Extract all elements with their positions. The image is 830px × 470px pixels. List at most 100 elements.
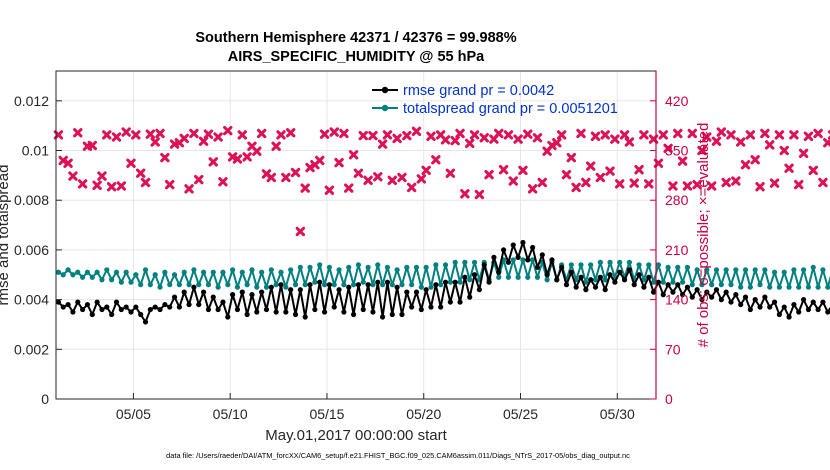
rmse-point [636, 272, 642, 278]
totalspread-point [176, 282, 182, 288]
rmse-point [471, 272, 478, 278]
obs-evaluated-marker [600, 130, 610, 140]
totalspread-point [113, 269, 120, 275]
rmse-point [442, 279, 449, 285]
totalspread-point [452, 259, 458, 265]
rmse-point [375, 279, 381, 285]
totalspread-point [142, 267, 149, 273]
obs-evaluated-marker [818, 177, 828, 188]
totalspread-point [626, 259, 632, 265]
obs-evaluated-marker [605, 166, 615, 176]
rmse-point [568, 269, 574, 275]
rmse-point [694, 287, 700, 293]
rmse-point [220, 299, 226, 305]
rmse-point [292, 311, 299, 318]
obs-evaluated-marker [552, 138, 562, 148]
rmse-point [810, 299, 816, 305]
obs-evaluated-marker [687, 128, 697, 139]
rmse-point [152, 304, 158, 310]
totalspread-point [239, 269, 245, 275]
rmse-point [210, 294, 216, 300]
obs-evaluated-marker [523, 129, 533, 139]
totalspread-point [278, 269, 284, 275]
obs-evaluated-marker [765, 140, 775, 150]
rmse-point [670, 289, 676, 295]
totalspread-point [796, 284, 802, 290]
rmse-point [738, 301, 744, 308]
rmse-point [476, 287, 482, 293]
rmse-point [800, 297, 807, 303]
obs-evaluated-marker [411, 126, 422, 137]
obs-evaluated-marker [213, 132, 223, 142]
rmse-point [312, 306, 318, 313]
obs-evaluated-marker [440, 135, 451, 145]
obs-evaluated-marker [513, 134, 523, 144]
obs-evaluated-marker [339, 128, 349, 139]
rmse-point [505, 259, 512, 265]
obs-evaluated-marker [556, 130, 567, 140]
rmse-point [234, 306, 241, 313]
rmse-point [404, 289, 410, 295]
totalspread-point [399, 282, 405, 288]
rmse-point [588, 277, 594, 283]
rmse-point [650, 289, 657, 295]
totalspread-point [805, 284, 812, 290]
obs-evaluated-marker [382, 130, 393, 140]
obs-evaluated-marker [281, 172, 291, 183]
totalspread-point [510, 257, 516, 263]
obs-evaluated-marker [392, 133, 402, 144]
obs-evaluated-marker [673, 128, 683, 139]
rmse-point [728, 299, 734, 305]
totalspread-point [384, 264, 391, 270]
totalspread-point [592, 277, 599, 283]
totalspread-point [341, 282, 347, 288]
totalspread-point [520, 257, 526, 263]
legend: rmse grand pr = 0.0042 totalspread grand… [372, 83, 618, 117]
totalspread-point [820, 267, 826, 273]
rmse-point [423, 287, 429, 293]
totalspread-point [815, 284, 821, 290]
y-tick-label-left: 0.012 [14, 93, 49, 109]
series-layer [53, 125, 830, 325]
rmse-point [109, 311, 115, 318]
y-tick-label-left: 0.002 [14, 341, 49, 357]
obs-evaluated-marker [295, 226, 306, 237]
rmse-point [409, 304, 415, 310]
totalspread-point [186, 282, 192, 288]
obs-evaluated-marker [97, 171, 107, 181]
rmse-point [771, 299, 778, 305]
totalspread-point [665, 264, 671, 270]
totalspread-point [757, 282, 763, 288]
rmse-point [60, 304, 66, 310]
rmse-point [428, 304, 434, 310]
obs-evaluated-marker [494, 128, 504, 139]
totalspread-point [718, 282, 724, 288]
totalspread-point [283, 284, 289, 290]
chart-title-line1: Southern Hemisphere 42371 / 42376 = 99.9… [195, 30, 516, 46]
rmse-point [549, 257, 555, 263]
obs-evaluated-marker [368, 130, 378, 141]
y-tick-label-left: 0.004 [14, 292, 49, 308]
totalspread-point [55, 269, 62, 275]
obs-evaluated-marker [706, 181, 717, 191]
rmse-point [452, 279, 458, 285]
obs-evaluated-marker [402, 130, 412, 141]
totalspread-point [249, 267, 255, 273]
totalspread-point [167, 282, 173, 288]
rmse-point [805, 306, 812, 313]
obs-evaluated-marker [194, 174, 204, 185]
rmse-point [680, 292, 686, 298]
rmse-point [646, 274, 652, 280]
obs-evaluated-marker [735, 137, 746, 147]
y-tick-label-right: 210 [665, 242, 689, 258]
obs-evaluated-marker [373, 172, 383, 182]
obs-evaluated-marker [697, 145, 707, 156]
totalspread-point [89, 274, 95, 280]
totalspread-point [467, 277, 473, 283]
totalspread-point [220, 269, 226, 275]
obs-evaluated-marker [329, 127, 339, 137]
obs-evaluated-marker [184, 184, 194, 194]
obs-evaluated-marker [571, 182, 581, 193]
rmse-point [713, 287, 720, 293]
totalspread-point [752, 267, 758, 273]
